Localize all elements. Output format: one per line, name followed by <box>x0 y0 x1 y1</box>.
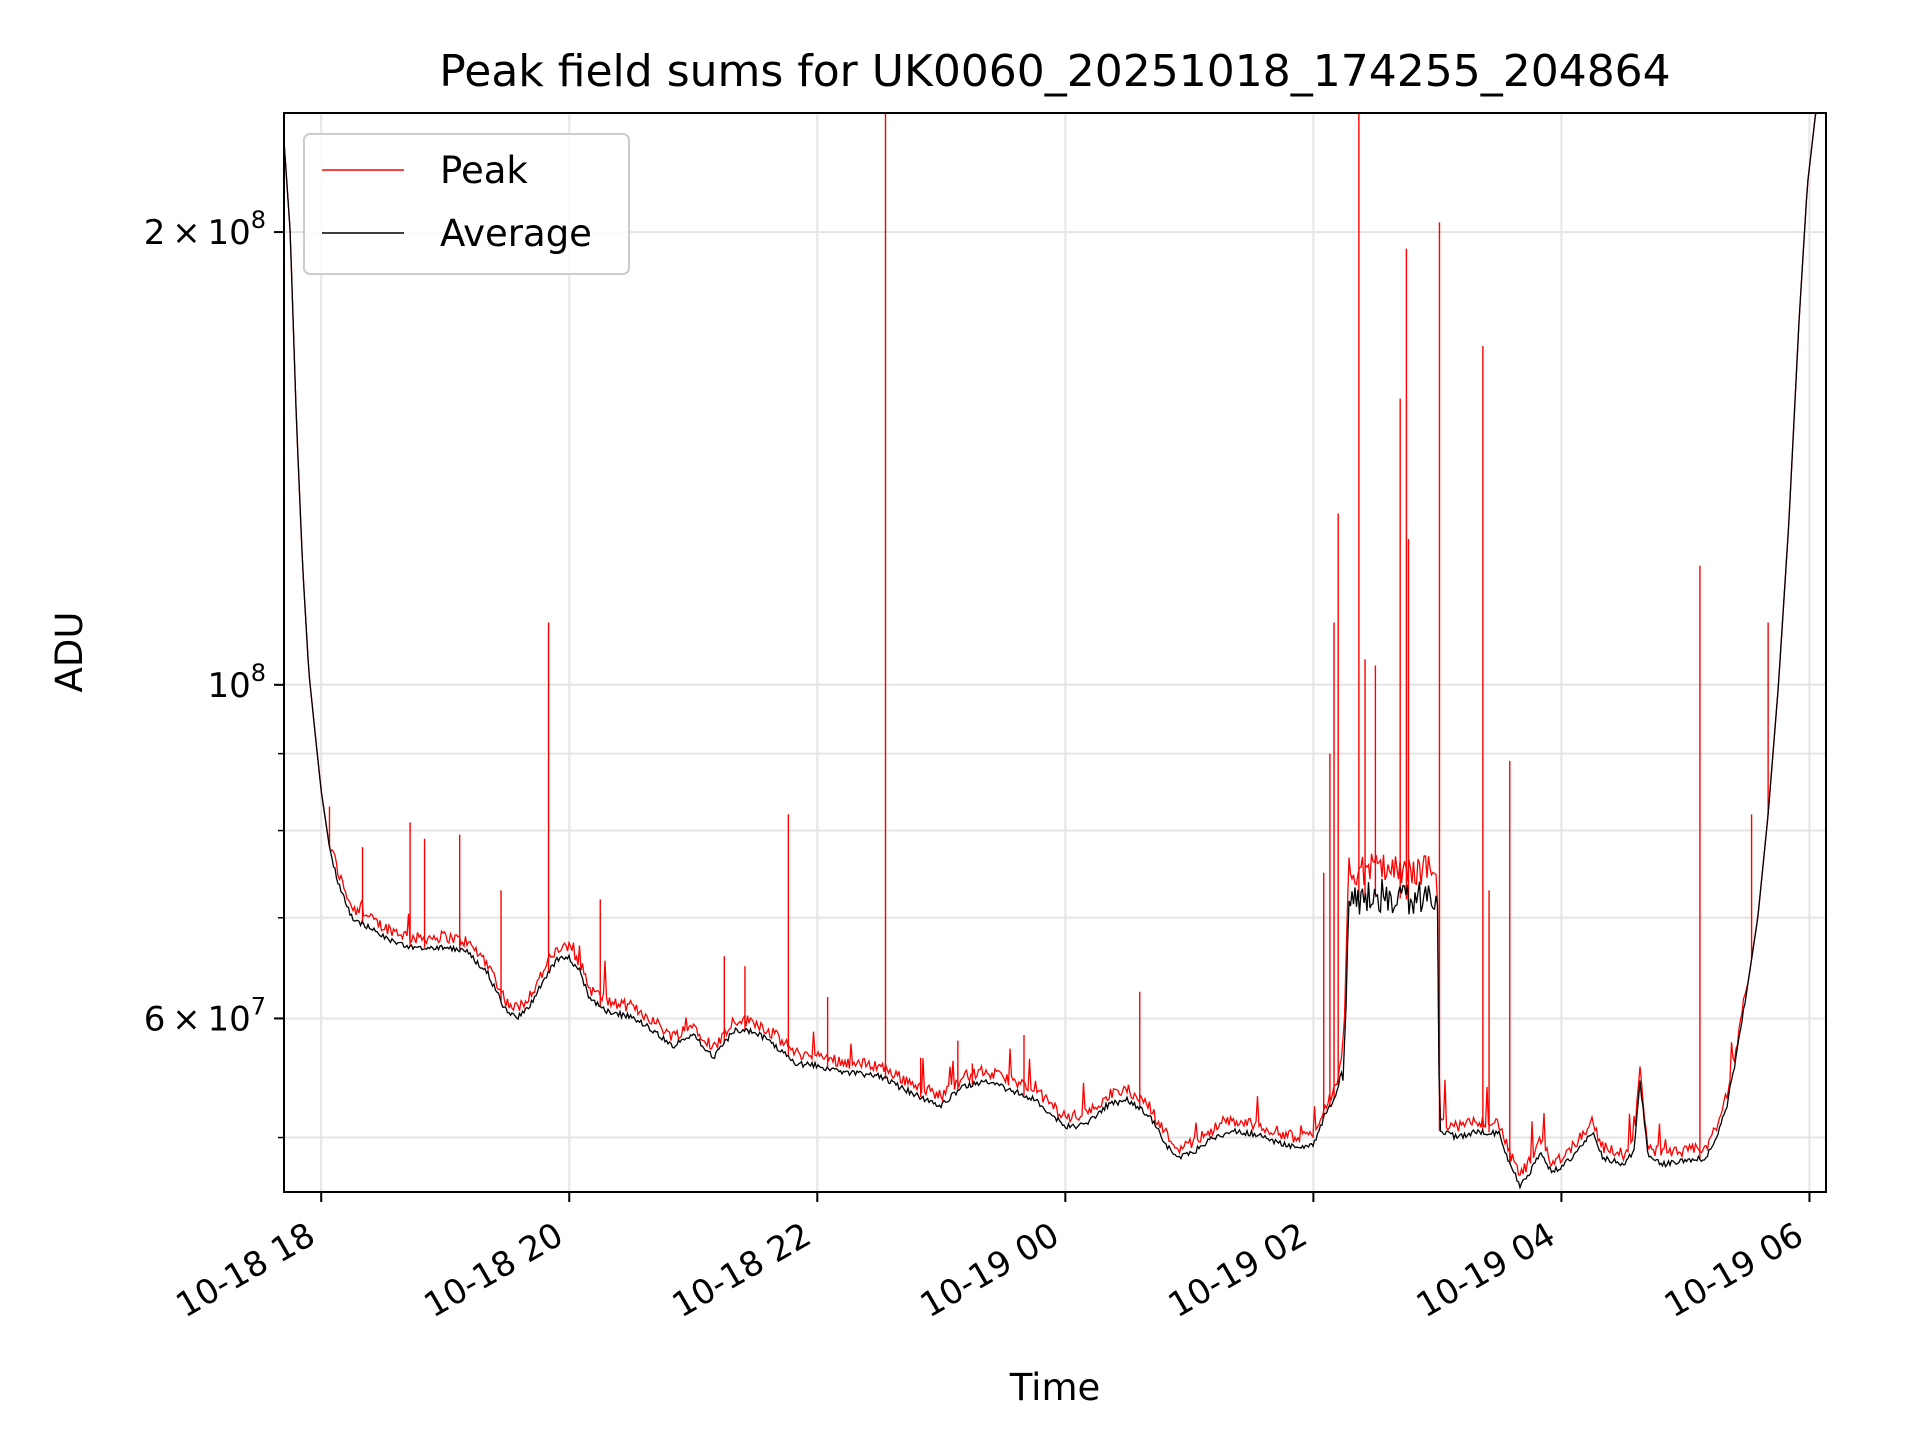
grid <box>284 113 1826 1192</box>
legend-label-peak: Peak <box>440 149 528 192</box>
plot-area <box>283 112 1826 1190</box>
legend-box <box>303 133 630 275</box>
y-axis-label: ADU <box>48 612 91 693</box>
axes-frame <box>283 112 1827 1193</box>
x-axis-label: Time <box>1009 1366 1101 1409</box>
legend: Peak Average <box>303 133 630 275</box>
chart-title: Peak field sums for UK0060_20251018_1742… <box>439 46 1670 97</box>
peak-series-line <box>283 112 1826 1176</box>
average-series-line <box>283 112 1826 1190</box>
legend-label-average: Average <box>440 212 592 255</box>
y-tick-label: 2 × 108 <box>144 206 266 253</box>
y-tick-label: 6 × 107 <box>144 992 266 1039</box>
